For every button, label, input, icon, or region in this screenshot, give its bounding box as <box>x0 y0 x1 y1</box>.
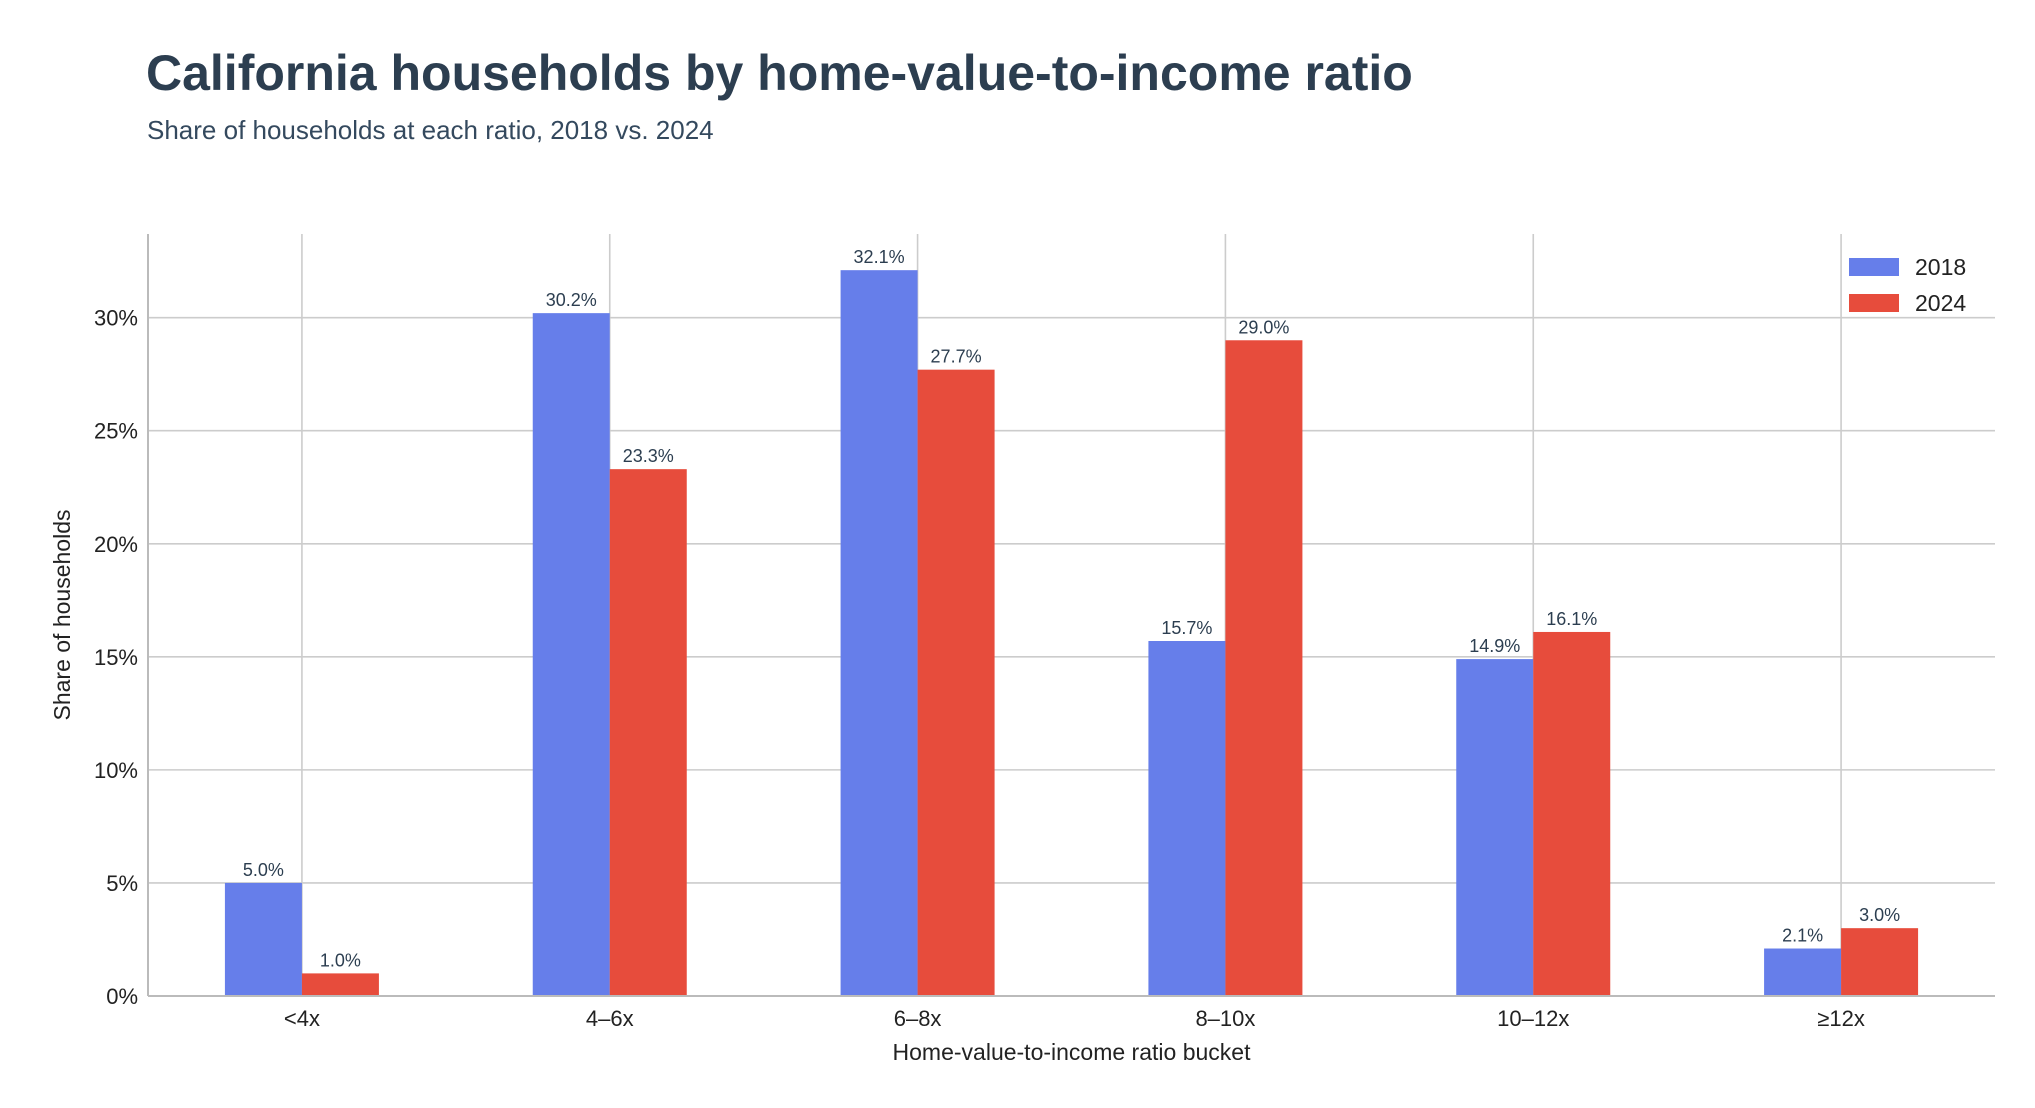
data-label: 23.3% <box>623 446 674 466</box>
y-tick-label: 30% <box>94 306 138 331</box>
bar <box>1764 948 1842 996</box>
bar <box>840 270 918 996</box>
y-tick-label: 0% <box>106 984 138 1009</box>
y-axis-title: Share of households <box>49 510 75 721</box>
bar <box>917 369 995 996</box>
data-label: 16.1% <box>1546 609 1597 629</box>
data-label: 27.7% <box>931 347 982 367</box>
y-tick-label: 20% <box>94 532 138 557</box>
data-label: 1.0% <box>320 950 361 970</box>
y-tick-label: 25% <box>94 419 138 444</box>
x-tick-label: ≥12x <box>1817 1006 1865 1031</box>
y-tick-label: 15% <box>94 645 138 670</box>
data-label: 14.9% <box>1469 636 1520 656</box>
grid <box>148 234 1995 997</box>
y-tick-label: 5% <box>106 871 138 896</box>
axes: 0% 5% 10% 15% 20% 25% 30% <4x 4–6x 6–8x 8–10x 10–12… <box>49 234 1995 1065</box>
y-tick-label: 10% <box>94 758 138 783</box>
x-tick-label: 6–8x <box>894 1006 942 1031</box>
legend-label: 2024 <box>1915 290 1966 316</box>
data-label: 15.7% <box>1161 618 1212 638</box>
bar <box>1225 340 1303 996</box>
data-label: 2.1% <box>1782 926 1823 946</box>
x-tick-label: 4–6x <box>586 1006 634 1031</box>
x-tick-label: 10–12x <box>1497 1006 1569 1031</box>
legend-label: 2018 <box>1915 254 1966 280</box>
x-tick-label: 8–10x <box>1195 1006 1255 1031</box>
bar <box>224 882 302 996</box>
data-label: 30.2% <box>546 290 597 310</box>
x-tick-label: <4x <box>284 1006 320 1031</box>
bars <box>224 270 1919 997</box>
bar <box>1841 928 1919 996</box>
chart-subtitle: Share of households at each ratio, 2018 … <box>147 115 714 145</box>
data-label: 32.1% <box>854 247 905 267</box>
legend: 2018 2024 <box>1849 254 1966 316</box>
bar <box>609 469 687 997</box>
bar <box>1533 631 1611 996</box>
bar <box>1148 641 1226 996</box>
legend-swatch <box>1849 294 1899 312</box>
bar <box>1456 659 1534 996</box>
data-labels: 5.0% 30.2% 32.1% 15.7% 14.9% 2.1% 1.0% 23.3% 27.… <box>243 247 1900 970</box>
x-axis-title: Home-value-to-income ratio bucket <box>893 1039 1252 1065</box>
data-label: 3.0% <box>1859 905 1900 925</box>
bar <box>301 973 379 996</box>
bar <box>532 313 610 996</box>
chart-title: California households by home-value-to-i… <box>146 45 1413 101</box>
data-label: 29.0% <box>1238 317 1289 337</box>
legend-swatch <box>1849 258 1899 276</box>
data-label: 5.0% <box>243 860 284 880</box>
